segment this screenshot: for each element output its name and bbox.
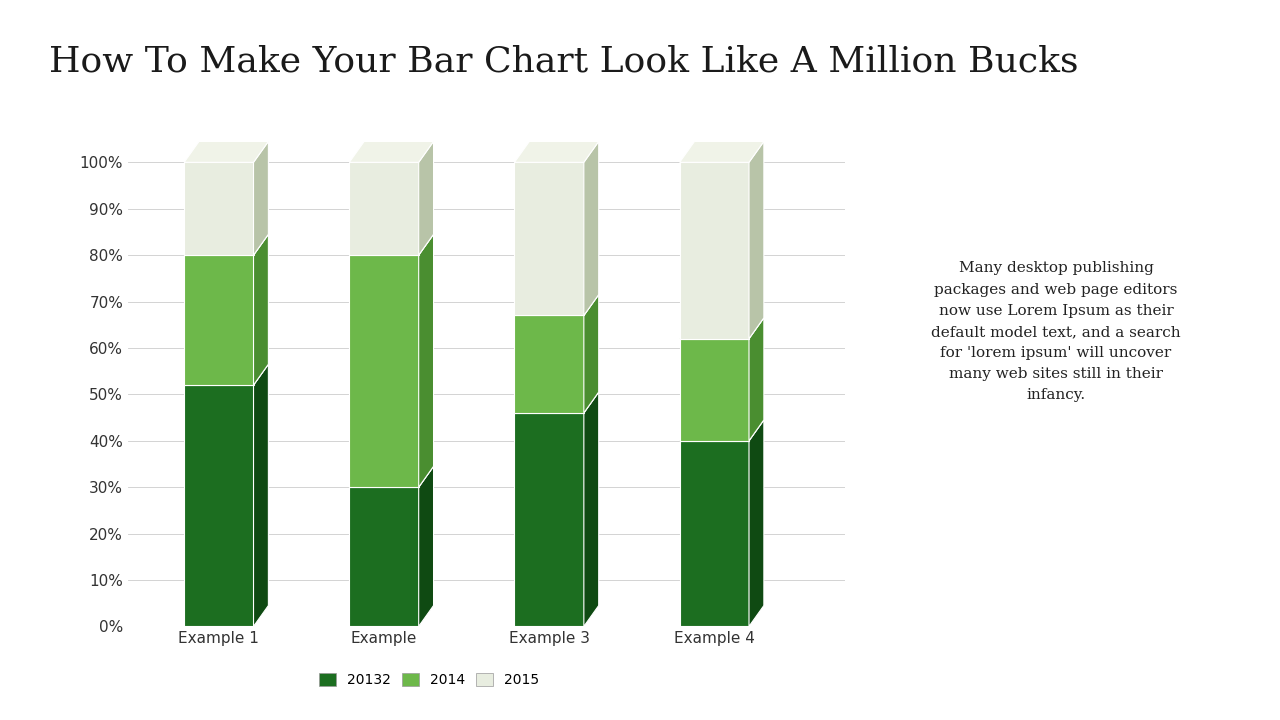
Bar — [184, 255, 253, 385]
Polygon shape — [184, 141, 269, 162]
Polygon shape — [349, 467, 434, 487]
Text: Many desktop publishing
packages and web page editors
now use Lorem Ipsum as the: Many desktop publishing packages and web… — [931, 261, 1181, 402]
Bar — [680, 441, 749, 626]
Polygon shape — [749, 420, 764, 626]
Legend: 20132, 2014, 2015: 20132, 2014, 2015 — [314, 667, 544, 693]
Polygon shape — [680, 420, 764, 441]
Polygon shape — [515, 141, 599, 162]
Polygon shape — [515, 294, 599, 315]
Polygon shape — [184, 234, 269, 255]
Polygon shape — [253, 234, 269, 385]
Bar — [184, 385, 253, 626]
Polygon shape — [349, 234, 434, 255]
Polygon shape — [515, 392, 599, 413]
Polygon shape — [680, 318, 764, 338]
Bar — [349, 162, 419, 255]
Polygon shape — [184, 364, 269, 385]
Polygon shape — [584, 141, 599, 315]
Bar — [515, 162, 584, 315]
Polygon shape — [584, 392, 599, 626]
Polygon shape — [419, 141, 434, 255]
Bar — [680, 162, 749, 338]
Polygon shape — [749, 318, 764, 441]
Bar — [515, 413, 584, 626]
Polygon shape — [253, 141, 269, 255]
Polygon shape — [584, 294, 599, 413]
Bar — [349, 255, 419, 487]
Bar — [349, 487, 419, 626]
Polygon shape — [349, 141, 434, 162]
Polygon shape — [749, 141, 764, 338]
Polygon shape — [253, 364, 269, 626]
Text: How To Make Your Bar Chart Look Like A Million Bucks: How To Make Your Bar Chart Look Like A M… — [49, 45, 1078, 78]
Bar — [680, 338, 749, 441]
Bar — [515, 315, 584, 413]
Polygon shape — [419, 467, 434, 626]
Polygon shape — [680, 141, 764, 162]
Bar — [184, 162, 253, 255]
Polygon shape — [419, 234, 434, 487]
